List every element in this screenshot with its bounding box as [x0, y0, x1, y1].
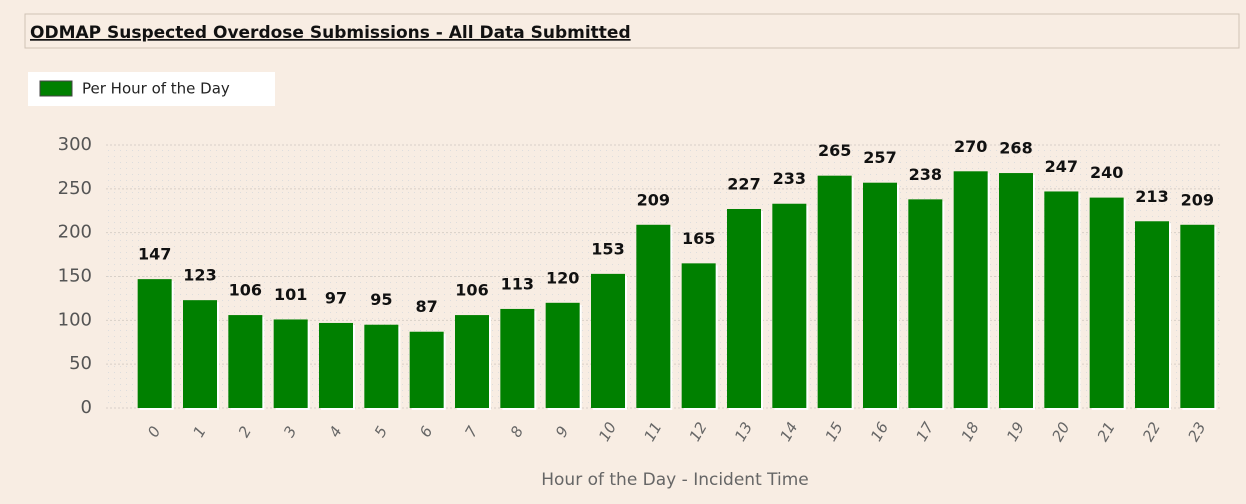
data-label: 106 [455, 281, 488, 300]
data-label: 87 [416, 297, 438, 316]
data-label: 106 [229, 281, 262, 300]
data-label: 120 [546, 268, 579, 287]
x-tick-label: 20 [1048, 419, 1073, 445]
chart-title: ODMAP Suspected Overdose Submissions - A… [30, 23, 631, 43]
bar [183, 300, 217, 408]
x-tick-label: 15 [822, 419, 847, 445]
bar [545, 302, 580, 408]
bar [636, 224, 671, 408]
bar [1180, 224, 1215, 408]
x-tick-label: 8 [507, 423, 527, 440]
x-tick-label: 12 [686, 419, 711, 445]
bar [772, 203, 807, 408]
data-label: 209 [637, 190, 670, 209]
title-panel [24, 13, 1240, 49]
x-tick-label: 6 [416, 423, 436, 440]
x-tick-label: 19 [1003, 419, 1028, 445]
data-label: 213 [1135, 187, 1168, 206]
bar [681, 263, 716, 408]
data-label: 265 [818, 141, 851, 160]
x-tick-label: 3 [280, 423, 300, 440]
data-label: 238 [909, 165, 942, 184]
bar [1089, 197, 1124, 408]
bar [228, 315, 263, 408]
bar [1135, 221, 1169, 408]
y-tick-label: 50 [69, 353, 92, 374]
data-label: 240 [1090, 163, 1123, 182]
x-tick-label: 0 [144, 423, 164, 440]
bar [273, 319, 308, 408]
data-label: 257 [863, 148, 896, 167]
x-tick-label: 23 [1184, 419, 1209, 445]
bar [319, 322, 353, 408]
data-label: 270 [954, 137, 987, 156]
x-tick-label: 21 [1094, 419, 1119, 445]
bar [500, 308, 535, 408]
data-label: 147 [138, 245, 171, 264]
x-tick-label: 4 [325, 423, 345, 440]
bar [1044, 191, 1079, 408]
y-tick-label: 200 [58, 222, 92, 243]
bar [999, 173, 1033, 408]
data-label: 123 [183, 266, 216, 285]
x-axis-label: Hour of the Day - Incident Time [541, 470, 809, 490]
bar [409, 331, 444, 408]
data-label: 209 [1181, 190, 1214, 209]
data-label: 101 [274, 285, 307, 304]
data-label: 113 [501, 274, 534, 293]
data-label: 268 [999, 139, 1032, 158]
x-tick-label: 1 [189, 423, 209, 440]
bar [953, 171, 988, 408]
x-tick-label: 14 [776, 419, 801, 445]
x-tick-label: 10 [595, 419, 620, 445]
bar [455, 315, 489, 408]
data-label: 95 [370, 290, 392, 309]
data-label: 247 [1045, 157, 1078, 176]
bar [137, 279, 172, 408]
bar [591, 273, 625, 408]
y-tick-label: 250 [58, 178, 92, 199]
data-label: 153 [591, 239, 624, 258]
x-tick-label: 11 [640, 419, 665, 445]
y-tick-label: 300 [58, 134, 92, 155]
data-label: 233 [773, 169, 806, 188]
legend-swatch [39, 80, 73, 97]
bar [364, 324, 399, 408]
x-tick-label: 5 [371, 423, 391, 440]
data-label: 165 [682, 229, 715, 248]
y-tick-label: 100 [58, 309, 92, 330]
bar [908, 199, 943, 408]
y-tick-label: 150 [58, 266, 92, 287]
data-label: 227 [727, 174, 760, 193]
x-tick-label: 17 [912, 419, 937, 445]
legend-label: Per Hour of the Day [82, 80, 230, 98]
y-tick-label: 0 [81, 397, 92, 418]
x-tick-label: 2 [235, 423, 255, 440]
x-tick-label: 22 [1139, 419, 1164, 445]
bar [863, 182, 897, 408]
x-tick-label: 7 [461, 423, 482, 441]
bar [817, 175, 852, 408]
x-tick-label: 18 [958, 419, 983, 445]
x-tick-label: 9 [552, 423, 572, 440]
data-label: 97 [325, 288, 347, 307]
x-tick-label: 16 [867, 419, 892, 445]
x-tick-label: 13 [731, 419, 756, 445]
bar [727, 208, 761, 408]
